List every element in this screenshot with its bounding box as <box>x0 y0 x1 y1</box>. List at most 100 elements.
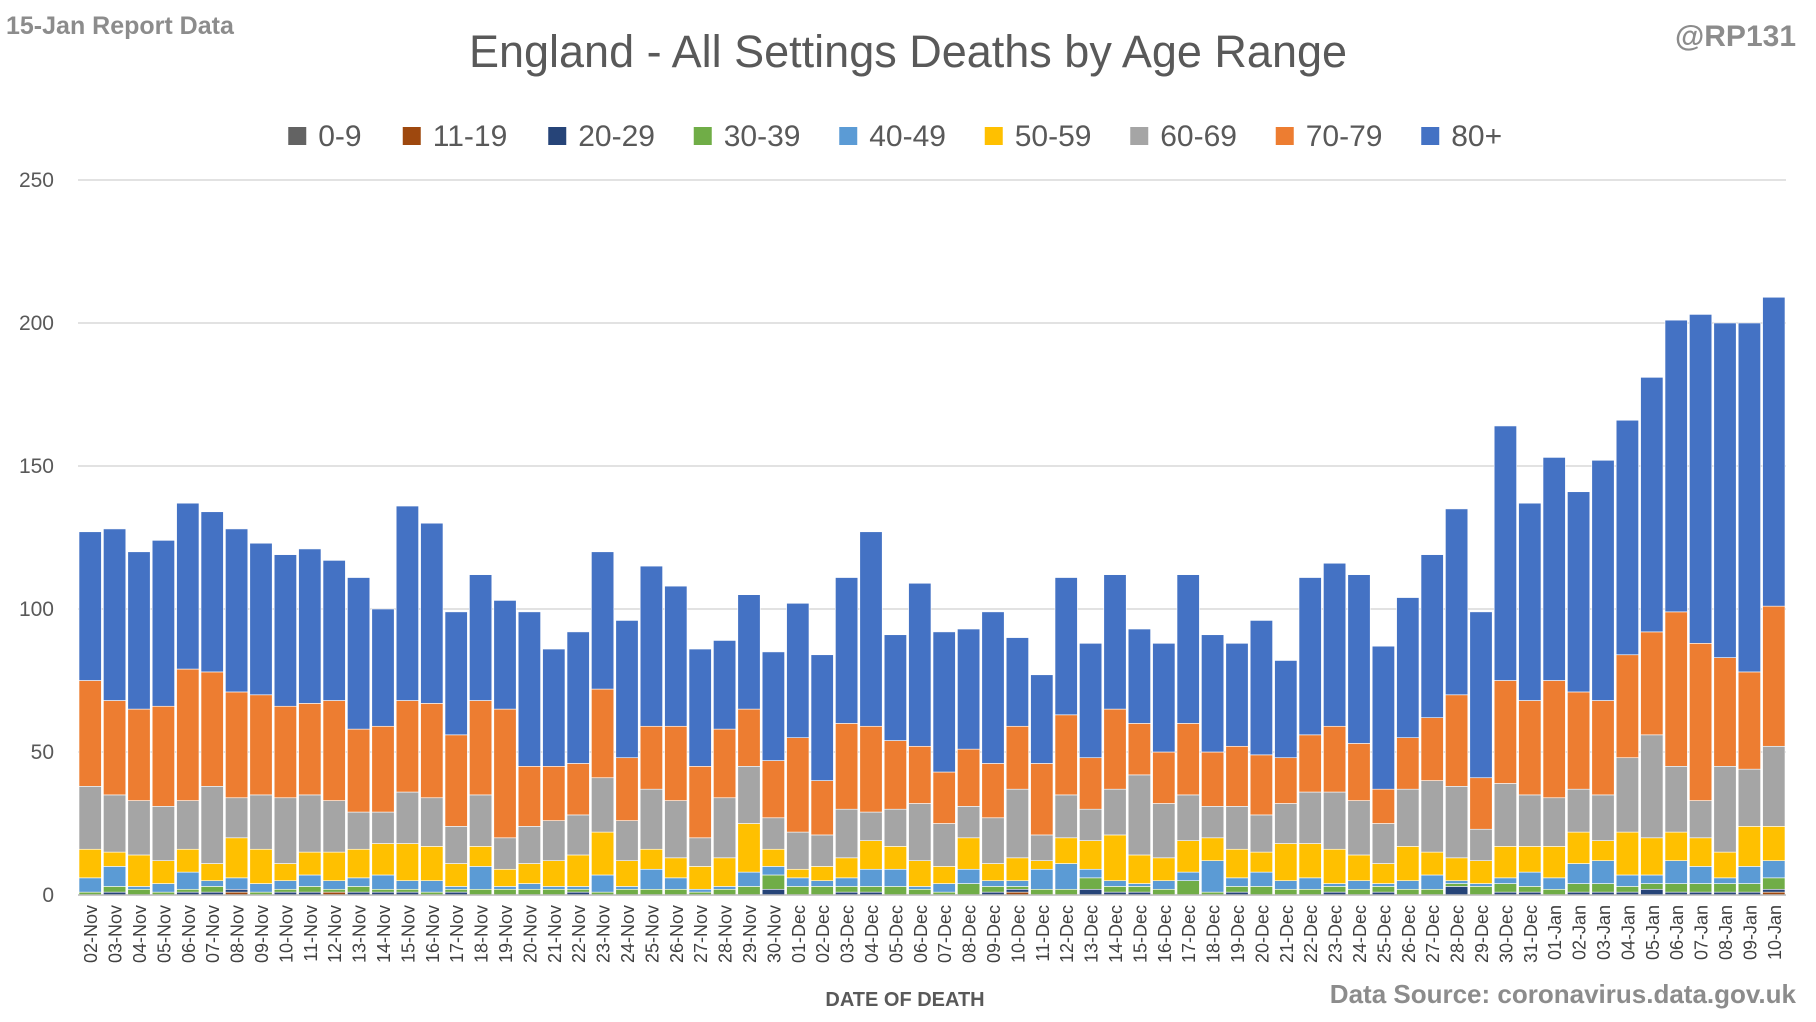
x-tick-label: 26-Nov <box>667 905 687 963</box>
bar-segment <box>1518 700 1542 796</box>
x-tick-label: 27-Dec <box>1423 905 1443 963</box>
bar-segment <box>1640 631 1664 736</box>
bar-segment <box>1323 725 1347 793</box>
bar-segment <box>713 797 737 859</box>
bar-segment <box>859 725 883 813</box>
x-tick-label: 04-Dec <box>862 905 882 963</box>
x-tick-label: 07-Dec <box>935 905 955 963</box>
bar-segment <box>1371 645 1395 790</box>
bar-segment <box>737 823 761 873</box>
bar-segment <box>1030 674 1054 764</box>
bar-segment <box>835 877 859 887</box>
x-tick-label: 05-Jan <box>1643 905 1663 960</box>
bar-segment <box>273 880 297 890</box>
bar-segment <box>151 860 175 884</box>
bar-segment <box>883 740 907 810</box>
bar-segment <box>1371 886 1395 893</box>
bar-segment <box>322 880 346 890</box>
bar-segment <box>1615 419 1639 656</box>
bar-segment <box>493 837 517 870</box>
bar-segment <box>761 866 785 876</box>
x-tick-label: 09-Nov <box>252 905 272 963</box>
bar-segment <box>517 765 541 827</box>
x-tick-label: 04-Jan <box>1618 905 1638 960</box>
legend-label: 11-19 <box>433 120 508 153</box>
bar-segment <box>420 880 444 893</box>
bar-segment <box>1201 837 1225 861</box>
x-tick-label: 17-Dec <box>1179 905 1199 963</box>
bar-segment <box>1664 860 1688 884</box>
bar-segment <box>1542 457 1566 681</box>
bar-segment <box>1689 800 1713 839</box>
bar-segment <box>1274 843 1298 882</box>
bar-segment <box>981 763 1005 819</box>
bar-segment <box>1420 851 1444 876</box>
bar-segment <box>932 631 956 773</box>
bar-segment <box>444 734 468 827</box>
bar-segment <box>127 551 151 710</box>
bar-segment <box>1420 717 1444 781</box>
bar-segment <box>932 883 956 893</box>
bar-segment <box>591 551 615 690</box>
y-tick-label: 150 <box>19 455 54 478</box>
bar-segment <box>1005 886 1029 890</box>
bar-segment <box>347 848 371 879</box>
bar-segment <box>688 837 712 867</box>
bar-segment <box>1323 886 1347 893</box>
legend-swatch <box>1421 127 1440 145</box>
bar-segment <box>1640 883 1664 890</box>
bar-segment <box>1274 880 1298 890</box>
y-tick-label: 0 <box>42 884 54 907</box>
bar-segment <box>1005 880 1029 887</box>
bar-segment <box>1127 886 1151 893</box>
bar-segment <box>615 820 639 861</box>
bar-segment <box>1298 888 1322 896</box>
bar-segment <box>786 831 810 870</box>
bar-segment <box>859 531 883 727</box>
bar-segment <box>957 868 981 884</box>
bar-segment <box>810 880 834 887</box>
bar-segment <box>566 631 590 764</box>
bar-segment <box>1640 888 1664 896</box>
bar-segment <box>835 577 859 724</box>
bar-segment <box>1493 425 1517 681</box>
bar-segment <box>371 725 395 813</box>
bar-segment <box>1323 791 1347 850</box>
x-tick-label: 29-Nov <box>740 905 760 963</box>
bar-segment <box>1445 880 1469 884</box>
bar-segment <box>1518 794 1542 847</box>
bar-segment <box>883 846 907 870</box>
bar-segment <box>469 574 493 701</box>
bar-segment <box>1396 880 1420 890</box>
bar-segment <box>835 808 859 859</box>
x-tick-label: 24-Nov <box>618 905 638 963</box>
bar-segment <box>395 843 419 882</box>
x-tick-label: 04-Nov <box>130 905 150 963</box>
bar-segment <box>615 620 639 759</box>
bar-segment <box>1347 854 1371 882</box>
bar-segment <box>176 668 200 801</box>
bar-segment <box>273 888 297 893</box>
bar-segment <box>1664 319 1688 613</box>
bar-segment <box>200 671 224 787</box>
bar-segment <box>835 723 859 810</box>
bar-segment <box>249 883 273 893</box>
bar-segment <box>1518 846 1542 873</box>
bar-segment <box>127 888 151 896</box>
bar-segment <box>493 868 517 887</box>
bar-segment <box>249 542 273 696</box>
bar-segment <box>1567 831 1591 864</box>
x-tick-label: 12-Nov <box>325 905 345 963</box>
x-tick-label: 02-Jan <box>1570 905 1590 960</box>
bar-segment <box>713 888 737 896</box>
bar-segment <box>1323 848 1347 884</box>
x-axis-title: DATE OF DEATH <box>825 989 984 1011</box>
bar-segment <box>1079 840 1103 870</box>
bar-segment <box>78 848 102 879</box>
x-tick-label: 02-Nov <box>81 905 101 963</box>
bar-segment <box>957 748 981 807</box>
bar-segment <box>78 531 102 681</box>
bar-segment <box>127 708 151 801</box>
bar-segment <box>713 857 737 887</box>
bar-segment <box>737 871 761 887</box>
